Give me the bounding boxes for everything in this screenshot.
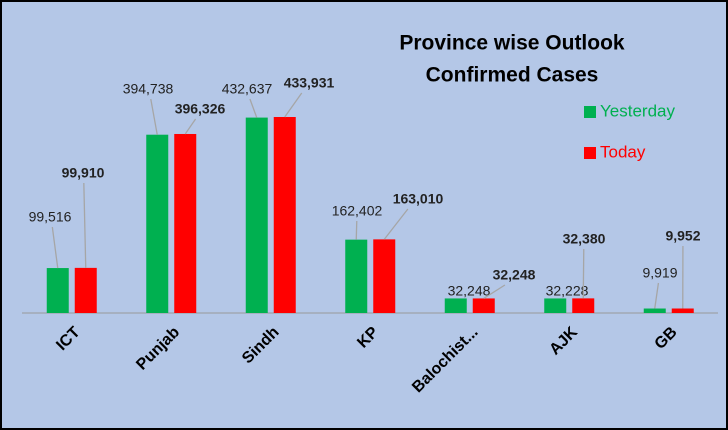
data-label: 432,637 [222, 81, 273, 97]
leader-line [150, 98, 158, 135]
bar [245, 117, 268, 314]
leader-line [483, 284, 506, 299]
leader-line [582, 248, 585, 299]
data-label: 32,248 [448, 283, 491, 299]
leader-line [83, 182, 87, 268]
bar [373, 239, 396, 313]
bar [643, 308, 666, 313]
data-label: 163,010 [393, 191, 444, 207]
bar [544, 298, 567, 313]
data-label: 433,931 [284, 75, 335, 91]
data-label: 99,516 [29, 209, 72, 225]
bar [444, 298, 467, 313]
legend-swatch [584, 106, 596, 118]
data-label: 32,380 [563, 231, 606, 247]
data-label: 394,738 [123, 81, 174, 97]
bar [572, 298, 595, 313]
legend-label: Yesterday [600, 101, 675, 120]
data-label: 32,228 [546, 283, 589, 299]
data-label: 32,248 [493, 267, 536, 283]
bar [273, 117, 296, 313]
data-label: 9,919 [642, 265, 677, 281]
leader-line [51, 226, 59, 269]
leader-line [184, 118, 197, 135]
bar [74, 267, 97, 313]
leader-line [284, 92, 303, 118]
data-label: 9,952 [665, 228, 700, 244]
bar [472, 298, 495, 313]
bar [146, 134, 169, 313]
chart-title: Province wise Outlook [399, 32, 625, 55]
bar [345, 239, 368, 313]
data-label: 162,402 [332, 203, 383, 219]
bar [671, 308, 694, 313]
leader-line [654, 282, 660, 309]
leader-line [249, 98, 258, 118]
chart-subtitle: Confirmed Cases [426, 64, 599, 87]
legend-label: Today [600, 142, 646, 161]
legend-swatch [584, 147, 596, 159]
bar [174, 133, 197, 313]
bar [46, 268, 69, 313]
leader-line [355, 220, 358, 240]
leader-line [383, 208, 409, 240]
data-label: 99,910 [62, 165, 105, 181]
data-label: 396,326 [175, 101, 226, 117]
